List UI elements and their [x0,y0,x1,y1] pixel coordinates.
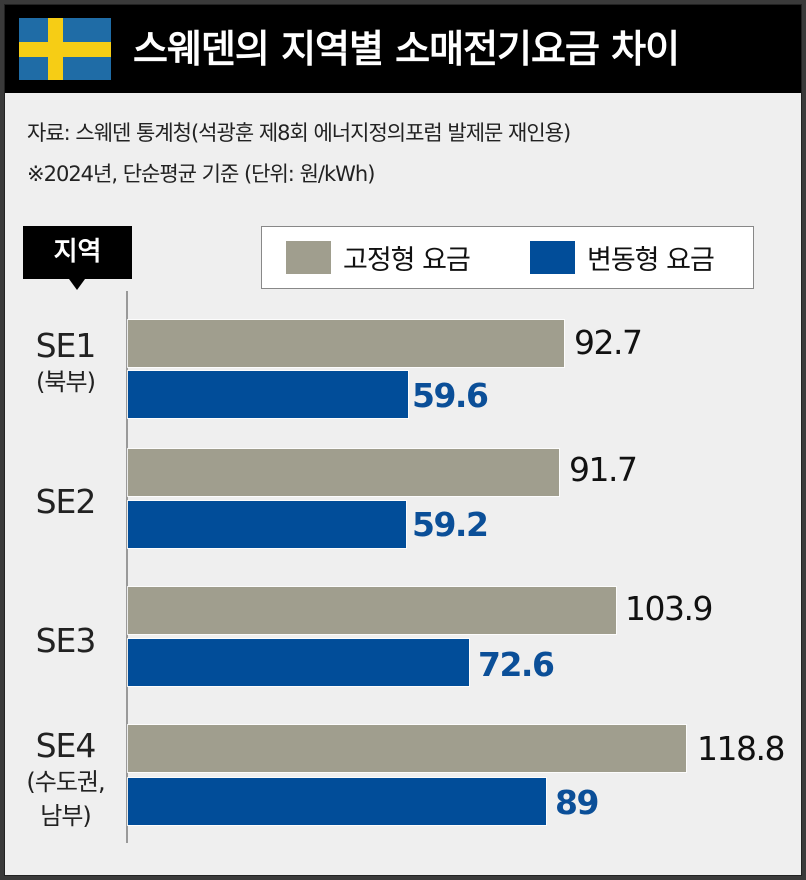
category-label-se1: SE1 (북부) [35,326,97,397]
chart-frame: 스웨덴의 지역별 소매전기요금 차이 자료: 스웨덴 통계청(석광훈 제8회 에… [4,4,802,876]
axis-badge: 지역 [23,226,132,290]
bar-se4-fixed [128,725,686,772]
bar-se2-fixed [128,449,559,496]
bar-se1-fixed [128,320,564,367]
value-se4-variable: 89 [555,783,599,822]
y-axis-line [126,291,128,843]
bar-se3-fixed [128,587,616,634]
bar-se2-variable [128,501,406,548]
bar-se3-variable [128,639,469,686]
category-label-se2: SE2 [35,482,97,521]
title-bar: 스웨덴의 지역별 소매전기요금 차이 [5,5,801,93]
note-text: ※2024년, 단순평균 기준 (단위: 원/kWh) [27,162,375,186]
legend-label-variable: 변동형 요금 [587,245,715,276]
value-se4-fixed: 118.8 [697,729,785,768]
value-se1-variable: 59.6 [412,376,489,415]
legend-label-fixed: 고정형 요금 [343,245,471,276]
source-text: 자료: 스웨덴 통계청(석광훈 제8회 에너지정의포럼 발제문 재인용) [27,121,571,145]
chart-title: 스웨덴의 지역별 소매전기요금 차이 [133,27,680,71]
bar-se4-variable [128,778,546,825]
value-se2-fixed: 91.7 [569,450,638,489]
bar-se1-variable [128,371,408,418]
legend: 고정형 요금 변동형 요금 [261,226,754,289]
legend-swatch-variable [530,241,575,274]
category-label-se3: SE3 [35,621,97,660]
category-label-se4: SE4 (수도권, 남부) [26,726,105,831]
value-se2-variable: 59.2 [412,505,489,544]
legend-item-variable: 변동형 요금 [530,227,715,288]
legend-item-fixed: 고정형 요금 [286,227,471,288]
legend-swatch-fixed [286,241,331,274]
value-se3-fixed: 103.9 [625,589,713,628]
value-se1-fixed: 92.7 [574,323,643,362]
sweden-flag-icon [19,18,111,80]
value-se3-variable: 72.6 [478,645,555,684]
